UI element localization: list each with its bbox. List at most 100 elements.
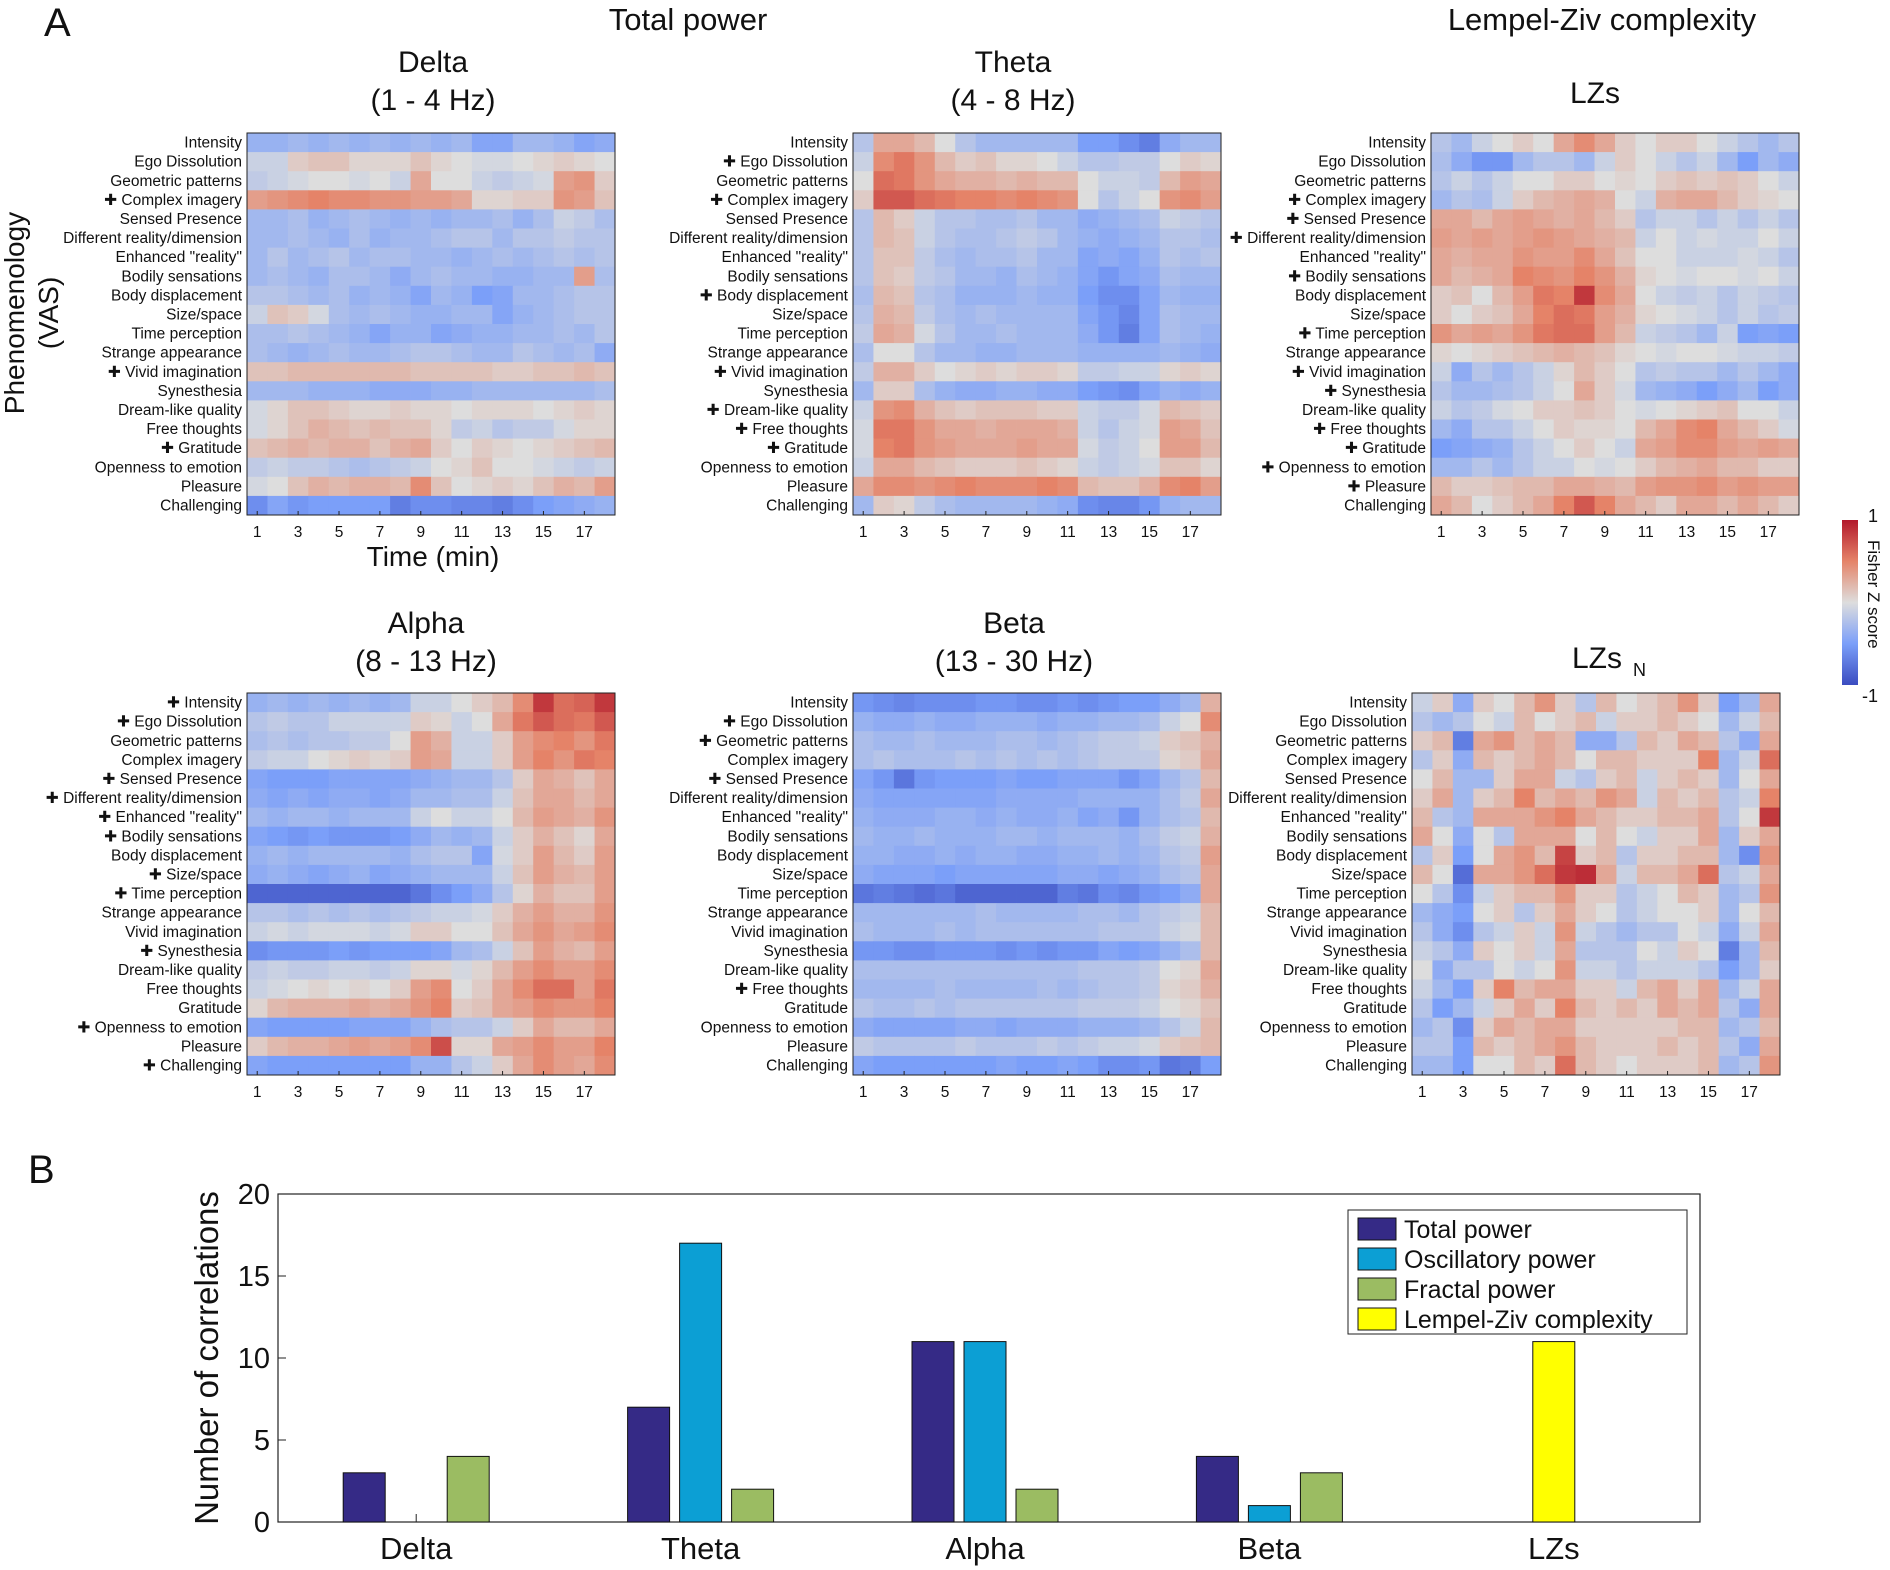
heatmap-cell [873,731,895,751]
heatmap-cell [1575,731,1597,751]
heatmap-cell [1493,864,1515,885]
heatmap-cell [267,960,289,980]
heatmap-cell [1574,266,1595,287]
heatmap-cell [914,228,936,248]
heatmap-cell [1432,807,1454,828]
heatmap-cell [1098,769,1120,789]
heatmap-cell [533,381,555,401]
heatmap-x-tick-label: 1 [1437,524,1446,541]
heatmap-row-label: Enhanced "reality" [722,809,848,826]
heatmap-cell [1635,381,1657,401]
heatmap-cell [1616,1036,1638,1057]
heatmap-cell [1180,1036,1201,1057]
heatmap-cell [1553,228,1575,248]
heatmap-cell [1452,998,1474,1019]
heatmap-cell [1533,381,1555,401]
heatmap-cell [451,457,473,478]
heatmap-cell [1098,979,1120,999]
heatmap-cell [1471,209,1493,229]
heatmap-cell [512,750,534,770]
heatmap-cell [390,152,411,172]
heatmap-cell [247,769,268,789]
heatmap-cell [390,343,411,363]
heatmap-cell [390,228,411,248]
heatmap-cell [1077,750,1099,770]
heatmap-cell [1553,171,1575,191]
heatmap-cell [328,209,350,229]
heatmap-cell [492,941,514,961]
heatmap-cell [574,266,595,287]
heatmap-cell [308,712,330,732]
heatmap-cell [1180,304,1201,325]
heatmap-cell [1575,960,1597,980]
heatmap-cell [1431,304,1452,325]
heatmap-cell [247,209,268,229]
heatmap-cell [1432,712,1454,732]
heatmap-row-label: Pleasure [181,1038,242,1055]
heatmap-cell [1657,979,1679,999]
heatmap-cell [1139,998,1161,1019]
heatmap-cell [308,788,330,808]
heatmap-cell [451,362,473,382]
heatmap-cell [1555,864,1576,885]
heatmap-cell [853,457,874,478]
heatmap-cell [1676,495,1698,516]
heatmap-cell [1432,960,1454,980]
heatmap-cell [1016,419,1038,439]
heatmap-cell [369,152,391,172]
heatmap-cell [287,864,309,885]
heatmap-cell [1471,324,1493,344]
heatmap-cell [1717,228,1739,248]
heatmap-cell [1493,1036,1515,1057]
heatmap-cell [533,941,555,961]
heatmap-row-label: Synesthesia [764,943,849,960]
heatmap-cell [1778,362,1800,382]
heatmap-row-label: Ego Dissolution [1318,154,1426,171]
heatmap-cell [431,266,452,287]
heatmap-cell [1098,712,1120,732]
heatmap-cell [451,381,473,401]
heatmap-row-label: Time perception [131,326,242,343]
heatmap-frame [1430,132,1800,516]
heatmap-cell [1200,884,1222,904]
heatmap-cell [431,922,452,942]
heatmap-row-label: Sensed Presence [120,211,242,228]
heatmap-cell [1139,922,1161,942]
heatmap-cell [431,419,452,439]
heatmap-cell [451,285,473,306]
heatmap-cell [1594,209,1616,229]
heatmap-cell [1594,343,1616,363]
heatmap-cell [512,1055,534,1076]
heatmap-cell [1594,438,1616,459]
heatmap-cell [1139,495,1161,516]
heatmap-cell [1514,960,1536,980]
heatmap-cell [1553,324,1575,344]
heatmap-cell [1596,845,1617,866]
heatmap-cell [893,979,915,999]
heatmap-cell [873,693,895,713]
heatmap-cell [328,266,350,287]
heatmap-cell [247,285,268,306]
heatmap-cell [553,247,575,268]
heatmap-cell [1473,941,1495,961]
heatmap-cell [471,209,493,229]
heatmap-cell [369,903,391,923]
heatmap-cell [431,285,452,306]
heatmap-cell [1492,304,1514,325]
heatmap-cell [247,324,268,344]
heatmap-cell [553,476,575,497]
heatmap-cell [934,788,956,808]
heatmap-cell [1180,228,1201,248]
heatmap-cell [553,324,575,344]
heatmap-cell [1677,845,1699,866]
heatmap-cell [873,476,895,497]
heatmap-cell [1139,133,1161,153]
heatmap-cell [267,998,289,1019]
heatmap-cell [914,419,936,439]
heatmap-cell [349,884,371,904]
heatmap-cell [1451,209,1473,229]
heatmap-cell [1412,845,1433,866]
heatmap-cell [1077,845,1099,866]
heatmap-cell [1737,324,1759,344]
